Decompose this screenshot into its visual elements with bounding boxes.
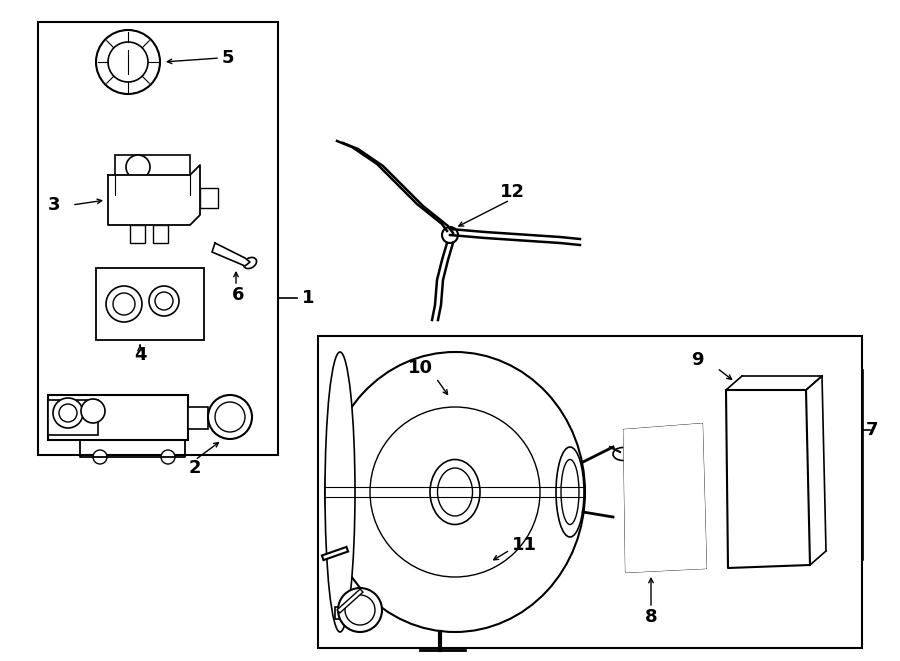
Text: 6: 6 <box>232 286 244 304</box>
Ellipse shape <box>325 352 585 632</box>
Circle shape <box>126 155 150 179</box>
Circle shape <box>161 450 175 464</box>
Text: 9: 9 <box>691 351 703 369</box>
Text: 8: 8 <box>644 608 657 626</box>
Circle shape <box>208 395 252 439</box>
Circle shape <box>53 398 83 428</box>
Bar <box>318 336 862 648</box>
Ellipse shape <box>613 447 633 461</box>
Text: 11: 11 <box>512 536 537 554</box>
Ellipse shape <box>243 257 256 268</box>
Bar <box>188 407 208 429</box>
Circle shape <box>732 398 744 410</box>
Polygon shape <box>624 424 706 572</box>
Bar <box>38 22 278 455</box>
Ellipse shape <box>430 459 480 524</box>
Text: 4: 4 <box>134 346 146 364</box>
Ellipse shape <box>325 352 355 632</box>
Text: 1: 1 <box>302 289 314 307</box>
Bar <box>48 395 188 440</box>
Bar <box>115 155 190 177</box>
Text: 7: 7 <box>866 421 878 439</box>
Circle shape <box>106 286 142 322</box>
Circle shape <box>628 552 640 564</box>
Circle shape <box>792 398 804 410</box>
Ellipse shape <box>561 459 579 524</box>
Circle shape <box>149 286 179 316</box>
Circle shape <box>690 434 702 446</box>
Bar <box>335 607 347 619</box>
Text: 2: 2 <box>189 459 202 477</box>
Circle shape <box>629 438 641 450</box>
Ellipse shape <box>556 447 584 537</box>
Circle shape <box>442 227 458 243</box>
Circle shape <box>730 546 742 558</box>
Circle shape <box>81 399 105 423</box>
Text: 12: 12 <box>500 183 525 201</box>
Polygon shape <box>108 165 200 225</box>
Text: 5: 5 <box>221 49 234 67</box>
Text: 3: 3 <box>48 196 60 214</box>
Circle shape <box>633 519 643 529</box>
Bar <box>200 188 218 208</box>
Bar <box>96 268 204 340</box>
Bar <box>48 400 98 435</box>
Circle shape <box>692 550 704 562</box>
Polygon shape <box>726 390 810 568</box>
Circle shape <box>794 546 806 558</box>
Bar <box>153 225 168 243</box>
Circle shape <box>338 588 382 632</box>
Text: 10: 10 <box>408 359 433 377</box>
Circle shape <box>93 450 107 464</box>
Bar <box>130 225 145 243</box>
Polygon shape <box>212 243 250 266</box>
